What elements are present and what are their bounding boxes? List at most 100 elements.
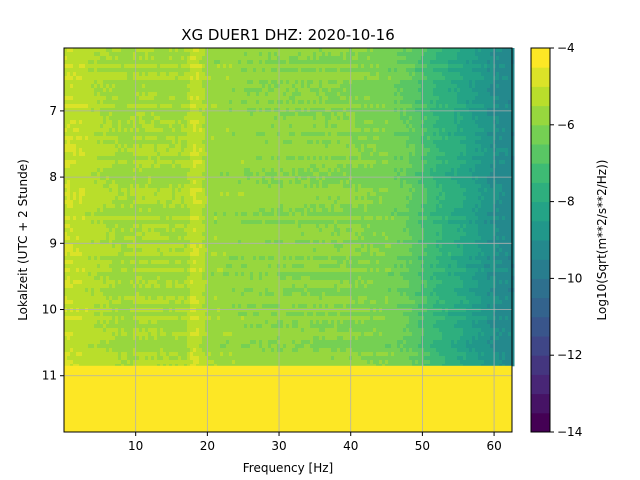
heatmap-cell	[178, 120, 182, 125]
heatmap-cell	[316, 64, 320, 69]
heatmap-cell	[304, 172, 308, 177]
heatmap-cell	[172, 132, 176, 137]
heatmap-cell	[361, 128, 365, 133]
heatmap-cell	[196, 96, 200, 101]
heatmap-cell	[466, 144, 470, 149]
heatmap-cell	[247, 172, 251, 177]
heatmap-cell	[361, 112, 365, 117]
heatmap-cell	[109, 72, 113, 77]
heatmap-cell	[382, 112, 386, 117]
heatmap-cell	[406, 52, 410, 57]
heatmap-cell	[100, 76, 104, 81]
heatmap-cell	[193, 148, 197, 153]
heatmap-cell	[292, 68, 296, 73]
heatmap-cell	[106, 148, 110, 153]
heatmap-cell	[490, 120, 494, 125]
heatmap-cell	[202, 52, 206, 57]
heatmap-cell	[265, 156, 269, 161]
heatmap-cell	[445, 104, 449, 109]
heatmap-cell	[394, 52, 398, 57]
heatmap-cell	[217, 48, 221, 53]
heatmap-cell	[238, 72, 242, 77]
heatmap-cell	[64, 84, 68, 89]
heatmap-cell	[130, 160, 134, 165]
heatmap-cell	[133, 172, 137, 177]
heatmap-cell	[112, 148, 116, 153]
heatmap-cell	[409, 116, 413, 121]
heatmap-cell	[370, 164, 374, 169]
heatmap-cell	[151, 56, 155, 61]
heatmap-cell	[205, 100, 209, 105]
heatmap-cell	[505, 52, 509, 57]
heatmap-cell	[214, 96, 218, 101]
heatmap-cell	[484, 60, 488, 65]
heatmap-cell	[148, 116, 152, 121]
heatmap-cell	[340, 156, 344, 161]
heatmap-cell	[247, 96, 251, 101]
heatmap-cell	[328, 172, 332, 177]
heatmap-cell	[214, 168, 218, 173]
heatmap-cell	[181, 132, 185, 137]
heatmap-cell	[211, 128, 215, 133]
heatmap-cell	[352, 176, 356, 181]
heatmap-cell	[88, 80, 92, 85]
heatmap-cell	[469, 164, 473, 169]
heatmap-cell	[433, 124, 437, 129]
heatmap-cell	[184, 60, 188, 65]
heatmap-cell	[352, 120, 356, 125]
heatmap-cell	[175, 56, 179, 61]
heatmap-cell	[430, 128, 434, 133]
heatmap-cell	[508, 176, 512, 181]
heatmap-cell	[325, 88, 329, 93]
heatmap-cell	[229, 168, 233, 173]
heatmap-cell	[454, 144, 458, 149]
heatmap-cell	[187, 132, 191, 137]
heatmap-cell	[130, 96, 134, 101]
heatmap-cell	[202, 88, 206, 93]
heatmap-cell	[106, 156, 110, 161]
heatmap-cell	[187, 120, 191, 125]
heatmap-cell	[181, 140, 185, 145]
heatmap-cell	[94, 68, 98, 73]
heatmap-cell	[82, 148, 86, 153]
heatmap-cell	[340, 108, 344, 113]
heatmap-cell	[190, 108, 194, 113]
heatmap-cell	[196, 164, 200, 169]
heatmap-cell	[79, 160, 83, 165]
heatmap-cell	[298, 140, 302, 145]
heatmap-cell	[91, 72, 95, 77]
heatmap-cell	[307, 56, 311, 61]
heatmap-cell	[268, 108, 272, 113]
heatmap-cell	[460, 48, 464, 53]
heatmap-cell	[268, 104, 272, 109]
heatmap-cell	[292, 112, 296, 117]
heatmap-cell	[376, 144, 380, 149]
heatmap-cell	[184, 84, 188, 89]
heatmap-cell	[286, 168, 290, 173]
heatmap-cell	[388, 80, 392, 85]
heatmap-cell	[94, 144, 98, 149]
heatmap-cell	[235, 108, 239, 113]
heatmap-cell	[286, 160, 290, 165]
heatmap-cell	[130, 64, 134, 69]
heatmap-cell	[82, 176, 86, 181]
heatmap-cell	[190, 168, 194, 173]
heatmap-cell	[358, 80, 362, 85]
heatmap-cell	[424, 160, 428, 165]
heatmap-cell	[220, 136, 224, 141]
heatmap-cell	[130, 124, 134, 129]
heatmap-cell	[265, 48, 269, 53]
heatmap-cell	[481, 84, 485, 89]
heatmap-cell	[295, 140, 299, 145]
heatmap-cell	[112, 76, 116, 81]
heatmap-cell	[256, 176, 260, 181]
heatmap-cell	[241, 132, 245, 137]
heatmap-cell	[262, 60, 266, 65]
heatmap-cell	[262, 168, 266, 173]
heatmap-cell	[313, 72, 317, 77]
heatmap-cell	[361, 100, 365, 105]
heatmap-cell	[283, 132, 287, 137]
heatmap-cell	[268, 124, 272, 129]
heatmap-cell	[151, 148, 155, 153]
heatmap-cell	[481, 172, 485, 177]
